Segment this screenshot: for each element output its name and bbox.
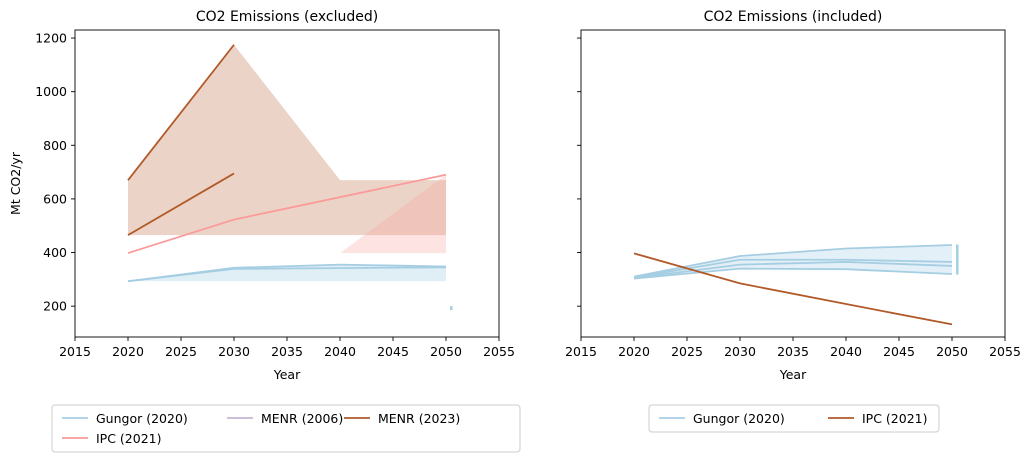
- series-line-1: [633, 244, 953, 278]
- range-band-1: [128, 44, 446, 236]
- plot-area: [127, 44, 453, 311]
- legend-box: [51, 404, 521, 453]
- x-tick-label: 2015: [565, 344, 597, 359]
- x-tick-label: 2040: [830, 344, 862, 359]
- legend-label: IPC (2021): [862, 411, 928, 426]
- x-tick-label: 2055: [483, 344, 515, 359]
- x-tick-label: 2040: [324, 344, 356, 359]
- y-tick-label: 1000: [35, 84, 67, 99]
- x-tick-label: 2055: [989, 344, 1021, 359]
- axes-frame: [580, 29, 1006, 338]
- x-tick-label: 2050: [936, 344, 968, 359]
- legend: Gungor (2020) IPC (2021) MENR (2006) MENR (…: [51, 404, 521, 453]
- y-tick-label: 400: [43, 245, 67, 260]
- chart-panel-2: 2015 2020 2025 2030 2035 2040 2045 2050 2055 CO2 …: [565, 9, 1021, 433]
- y-tick-label: 200: [43, 299, 67, 314]
- legend-label: MENR (2006): [261, 411, 343, 426]
- legend-label: Gungor (2020): [96, 411, 188, 426]
- x-tick-label: 2045: [377, 344, 409, 359]
- x-tick-label: 2025: [671, 344, 703, 359]
- range-band-2: [128, 174, 446, 254]
- x-axis-label: Year: [273, 367, 301, 382]
- series-line-1: [127, 44, 235, 181]
- y-tick-label: 600: [43, 191, 67, 206]
- x-tick-label: 2025: [165, 344, 197, 359]
- chart-title: CO2 Emissions (excluded): [196, 9, 378, 25]
- x-axis-label: Year: [779, 367, 807, 382]
- y-axis-label: Mt CO2/yr: [8, 151, 23, 215]
- legend: Gungor (2020) IPC (2021): [648, 404, 940, 433]
- x-tick-label: 2015: [59, 344, 91, 359]
- series-line-3: [633, 261, 953, 279]
- x-tick-label: 2045: [883, 344, 915, 359]
- series-line-5: [127, 266, 447, 283]
- series-line-3: [127, 173, 447, 254]
- legend-label: IPC (2021): [96, 431, 162, 446]
- x-tick-label: 2020: [112, 344, 144, 359]
- legend-label: Gungor (2020): [693, 411, 785, 426]
- x-tick-label: 2050: [430, 344, 462, 359]
- plot-area: [633, 244, 959, 326]
- series-line-2: [127, 172, 235, 236]
- chart-title: CO2 Emissions (included): [704, 9, 883, 25]
- x-tick-label: 2030: [218, 344, 250, 359]
- series-line-4: [633, 267, 953, 280]
- x-tick-label: 2035: [271, 344, 303, 359]
- x-tick-label: 2020: [618, 344, 650, 359]
- x-tick-label: 2030: [724, 344, 756, 359]
- y-tick-label: 800: [43, 138, 67, 153]
- y-tick-label: 1200: [35, 31, 67, 46]
- legend-label: MENR (2023): [378, 411, 460, 426]
- series-line-5: [633, 252, 953, 326]
- x-tick-label: 2035: [777, 344, 809, 359]
- chart-panel-1: 2015 2020 2025 2030 2035 2040 2045 2050 2055 200 4…: [8, 9, 521, 453]
- legend-box: [648, 404, 940, 433]
